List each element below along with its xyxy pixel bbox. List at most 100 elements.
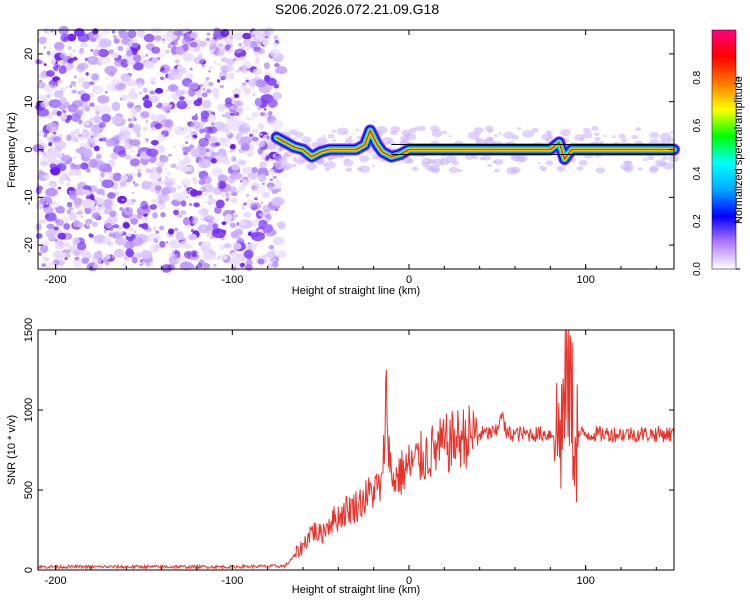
noise-blob (61, 160, 66, 164)
noise-blob (69, 52, 73, 57)
noise-blob (150, 114, 158, 121)
noise-blob (180, 165, 190, 173)
ridge-halo (595, 167, 606, 174)
noise-blob (215, 199, 225, 209)
noise-blob (246, 47, 250, 51)
noise-blob (154, 123, 163, 130)
noise-blob (253, 51, 259, 56)
noise-blob (127, 100, 132, 105)
noise-blob (273, 42, 279, 48)
snr-x-axis: -200 -100 0 100 (45, 330, 657, 587)
noise-blob (170, 68, 180, 76)
noise-blob (182, 217, 191, 226)
noise-blob (64, 242, 71, 248)
noise-blob (73, 156, 77, 159)
noise-blob (78, 77, 85, 83)
snr-y-axis: 0 500 1000 1500 (23, 318, 674, 573)
noise-blob (196, 190, 203, 196)
noise-blob (74, 75, 77, 79)
noise-blob (243, 87, 252, 95)
noise-blob (239, 263, 245, 268)
noise-blob (276, 249, 287, 259)
ridge-halo (348, 135, 353, 139)
noise-blob (82, 81, 91, 89)
ridge-halo (288, 129, 298, 136)
noise-blob (139, 263, 143, 266)
noise-blob (225, 197, 229, 202)
noise-blob (105, 77, 109, 80)
noise-blob (272, 175, 277, 179)
noise-blob (46, 150, 57, 159)
noise-blob (216, 154, 226, 164)
snr-x-tick-label: -200 (45, 575, 67, 587)
noise-blob (97, 55, 111, 65)
noise-blob (170, 200, 178, 206)
noise-blob (243, 211, 252, 219)
ridge-halo (340, 155, 345, 159)
noise-blob (51, 127, 58, 132)
noise-blob (46, 91, 54, 98)
noise-blob (212, 223, 219, 229)
noise-blob (101, 179, 114, 189)
noise-blob (173, 209, 180, 216)
noise-blob (138, 91, 143, 95)
noise-blob (48, 179, 51, 182)
noise-blob (148, 183, 154, 189)
noise-blob (220, 194, 225, 198)
noise-blob (274, 68, 280, 74)
spectrogram-ridge (270, 124, 680, 175)
noise-blob (38, 252, 42, 256)
noise-blob (268, 98, 278, 107)
ridge-halo (531, 127, 539, 133)
snr-frame (37, 329, 675, 571)
ridge-halo (643, 158, 648, 162)
ridge-halo (278, 161, 282, 165)
noise-blob (146, 148, 159, 157)
colorbar-tick-label: 0.0 (692, 262, 703, 276)
noise-blob (120, 58, 129, 68)
colorbar-label: Normalized spectral amplitude (733, 76, 745, 224)
noise-blob (159, 119, 171, 128)
noise-blob (98, 202, 105, 209)
noise-blob (161, 264, 172, 273)
noise-blob (46, 223, 55, 230)
noise-blob (175, 89, 185, 97)
noise-blob (266, 213, 272, 221)
ridge-halo (406, 158, 414, 164)
noise-blob (233, 93, 240, 99)
noise-blob (224, 64, 228, 67)
noise-blob (191, 136, 195, 140)
noise-blob (126, 208, 129, 212)
noise-blob (217, 62, 222, 67)
noise-blob (43, 206, 54, 214)
noise-blob (277, 221, 286, 230)
noise-blob (242, 207, 245, 210)
noise-blob (154, 35, 162, 41)
noise-blob (206, 89, 212, 94)
ridge-halo (494, 168, 500, 173)
noise-blob (189, 41, 198, 48)
noise-blob (82, 189, 92, 196)
spectrogram-x-tick-label: 0 (406, 274, 412, 286)
noise-blob (57, 259, 65, 267)
noise-blob (218, 137, 228, 144)
ridge-halo (301, 136, 312, 143)
noise-blob (62, 249, 68, 253)
noise-blob (155, 87, 164, 94)
noise-blob (242, 32, 252, 40)
noise-blob (46, 70, 55, 77)
noise-blob (182, 146, 192, 153)
noise-blob (261, 191, 271, 198)
noise-blob (183, 157, 191, 165)
noise-blob (203, 200, 208, 205)
noise-blob (142, 217, 148, 224)
noise-blob (104, 235, 110, 243)
noise-blob (127, 29, 137, 39)
noise-blob (205, 230, 212, 238)
noise-blob (73, 84, 76, 87)
ridge-halo (494, 159, 504, 166)
noise-blob (87, 56, 99, 65)
noise-blob (91, 221, 98, 227)
ridge-halo (414, 126, 420, 130)
